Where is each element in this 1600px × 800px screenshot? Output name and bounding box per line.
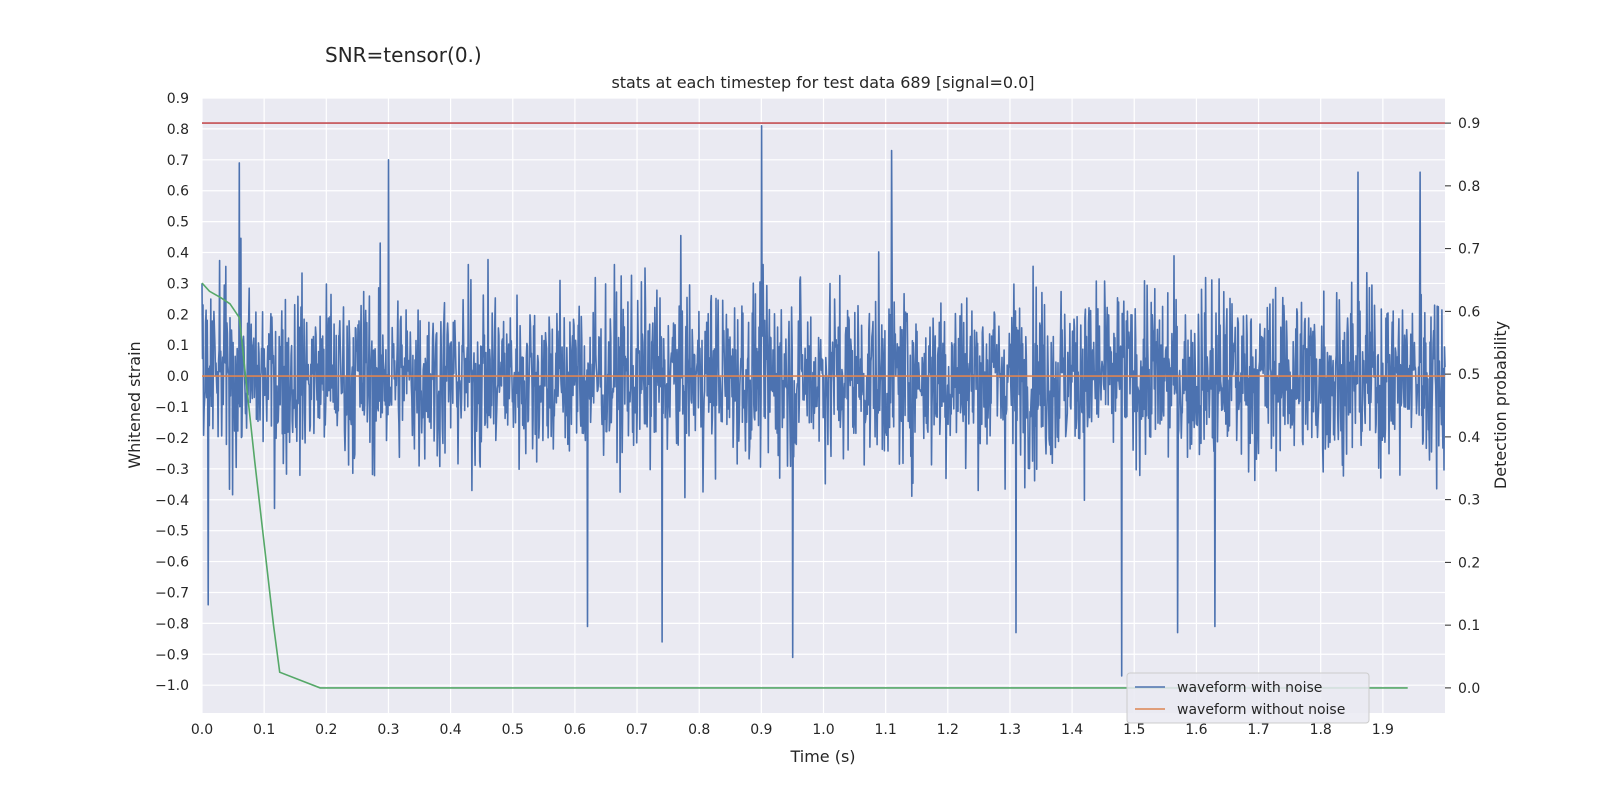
x-tick-label: 1.3 <box>999 722 1021 738</box>
y-axis-title: Whitened strain <box>125 341 144 468</box>
x-tick-label: 0.5 <box>502 722 524 738</box>
y-right-tick-label: 0.8 <box>1458 179 1480 195</box>
x-tick-label: 1.9 <box>1372 722 1394 738</box>
y-tick-label: −0.3 <box>155 462 189 478</box>
x-tick-label: 0.1 <box>253 722 275 738</box>
x-tick-label: 1.8 <box>1310 722 1332 738</box>
x-tick-label: 0.3 <box>377 722 399 738</box>
y-tick-label: −0.4 <box>155 493 189 509</box>
y-tick-label: −0.1 <box>155 400 189 416</box>
y-tick-label: 0.0 <box>167 369 189 385</box>
x-tick-label: 0.8 <box>688 722 710 738</box>
x-axis-title: Time (s) <box>789 747 855 766</box>
x-tick-label: 1.0 <box>812 722 834 738</box>
y-right-tick-label: 0.6 <box>1458 304 1480 320</box>
y-tick-label: 0.1 <box>167 338 189 354</box>
series-line-detection-probability <box>201 282 1408 689</box>
x-tick-label: 0.9 <box>750 722 772 738</box>
y-tick-label: 0.7 <box>167 153 189 169</box>
y-right-tick-label: 0.5 <box>1458 367 1480 383</box>
ticks: 0.0 0.1 0.2 0.3 0.4 0.5 0.6 0.7 0.8 0.9 1.0 1.1 1.2 1… <box>155 91 1480 738</box>
y-tick-label: −0.9 <box>155 647 189 663</box>
page-title: SNR=tensor(0.) <box>325 43 482 67</box>
y-right-tick-label: 0.7 <box>1458 242 1480 258</box>
y-right-tick-label: 0.0 <box>1458 681 1480 697</box>
x-tick-label: 1.2 <box>937 722 959 738</box>
x-tick-label: 0.4 <box>439 722 461 738</box>
y-right-axis-title: Detection probability <box>1491 321 1510 489</box>
y-tick-label: −0.6 <box>155 555 189 571</box>
chart-title: stats at each timestep for test data 689… <box>611 73 1034 92</box>
x-tick-label: 0.7 <box>626 722 648 738</box>
y-tick-label: 0.4 <box>167 246 189 262</box>
legend-box <box>1126 672 1370 724</box>
y-tick-label: −0.5 <box>155 524 189 540</box>
x-tick-label: 0.6 <box>564 722 586 738</box>
x-tick-label: 0.2 <box>315 722 337 738</box>
y-right-tick-label: 0.1 <box>1458 618 1480 634</box>
legend: waveform with noise waveform without nois… <box>1126 672 1370 724</box>
y-tick-label: −0.7 <box>155 585 189 601</box>
y-tick-label: −1.0 <box>155 678 189 694</box>
x-tick-label: 0.0 <box>191 722 213 738</box>
y-right-tick-label: 0.2 <box>1458 555 1480 571</box>
legend-label: waveform without noise <box>1177 702 1345 718</box>
y-tick-label: 0.2 <box>167 307 189 323</box>
x-tick-label: 1.4 <box>1061 722 1083 738</box>
y-tick-label: 0.8 <box>167 122 189 138</box>
series-layer <box>201 122 1446 689</box>
y-tick-label: 0.6 <box>167 184 189 200</box>
y-tick-label: −0.8 <box>155 616 189 632</box>
x-tick-label: 1.5 <box>1123 722 1145 738</box>
x-tick-label: 1.6 <box>1185 722 1207 738</box>
y-right-tick-label: 0.4 <box>1458 430 1480 446</box>
y-tick-label: 0.3 <box>167 276 189 292</box>
y-tick-label: 0.5 <box>167 215 189 231</box>
y-tick-label: −0.2 <box>155 431 189 447</box>
x-tick-label: 1.7 <box>1247 722 1269 738</box>
legend-label: waveform with noise <box>1177 680 1322 696</box>
y-tick-label: 0.9 <box>167 91 189 107</box>
y-right-tick-label: 0.3 <box>1458 493 1480 509</box>
x-tick-label: 1.1 <box>875 722 897 738</box>
y-right-tick-label: 0.9 <box>1458 116 1480 132</box>
